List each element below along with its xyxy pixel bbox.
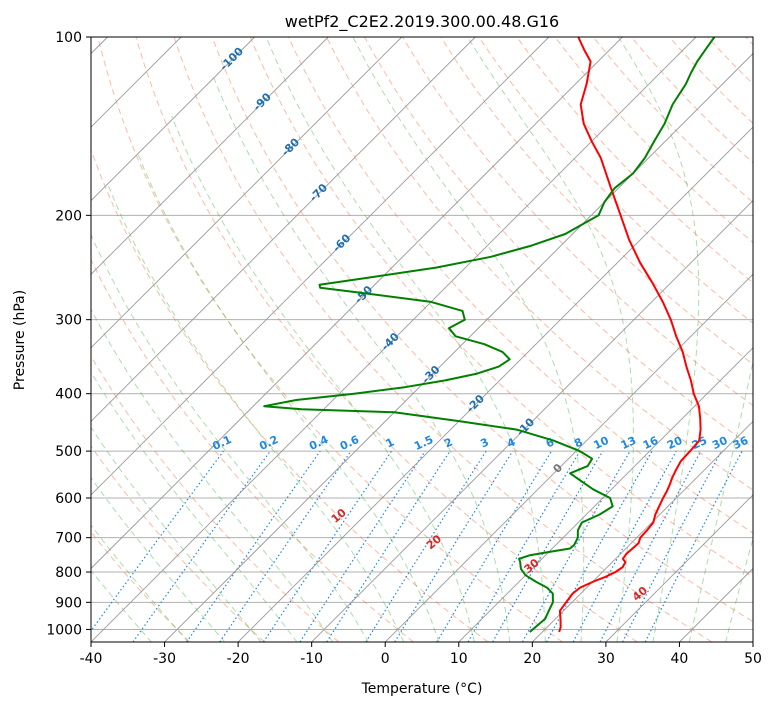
mixing-ratio-line [186,450,321,642]
y-tick-label: 400 [55,387,82,403]
moist-adiabat-line [265,37,546,642]
moist-adiabat-line [91,308,334,642]
mixing-ratio-line [326,450,451,642]
y-tick-label: 700 [55,531,82,547]
isotherm-line [384,273,753,642]
mixing-ratio-label: 30 [710,434,730,452]
profile-series [263,37,716,633]
isotherm-line [458,347,753,642]
dry-adiabat-line [630,37,753,164]
y-tick-label: 1000 [46,622,82,638]
moist-adiabat-line [91,233,369,642]
moist-adiabat-line [352,37,585,642]
mixing-ratio-lines [91,450,743,642]
dry-adiabat-line [592,37,753,204]
dry-adiabat-line [402,37,753,407]
y-tick-label: 900 [55,595,82,611]
mixing-ratio-label: 16 [641,434,661,452]
mixing-ratio-line [394,450,514,642]
pressure-gridlines [91,37,753,630]
mixing-ratio-label: 36 [731,434,751,452]
moist-adiabat-line [212,75,511,642]
y-tick-label: 100 [55,30,82,46]
isotherm-line [532,420,753,642]
isotherm-line [91,37,550,496]
dry-adiabat-line [91,445,265,642]
moist-adiabat-line [91,426,262,642]
moist-adiabat-line [91,371,298,642]
y-tick-label: 300 [55,313,82,329]
mixing-ratio-label: 20 [665,434,685,452]
mixing-ratio-line [365,450,487,642]
isotherm-line [91,37,623,570]
mixing-ratio-line [467,450,581,642]
isotherms [91,37,753,642]
y-tick-label: 200 [55,208,82,224]
mixing-ratio-line [436,450,553,642]
dewpoint-profile-line [263,37,716,633]
mixing-ratio-line [492,450,604,642]
moist-adiabat-line [725,536,753,642]
x-tick-label: 20 [523,651,541,667]
y-axis: 100 200 300 400 500 600 700 800 900 1000 [46,30,91,638]
mixing-ratio-label: 13 [619,434,638,452]
dry-adiabat-line [211,37,753,623]
moist-adiabat-line [171,115,475,642]
moist-adiabat-line [688,359,753,642]
x-tick-label: -10 [300,651,323,667]
mixing-ratio-line [572,450,677,642]
dry-adiabat-line [135,37,638,642]
isotherm-line [91,37,329,275]
moist-adiabat-line [106,182,405,642]
x-tick-label: 40 [671,651,689,667]
dry-adiabat-line [97,37,563,642]
temperature-profile-line [558,37,702,633]
x-axis-label: Temperature (°C) [361,681,483,697]
plot-frame [90,36,754,643]
plot-area: -100-90-80-70-60-50-40-30-20-10010203040… [91,37,753,642]
isotherm-line [91,37,403,349]
mixing-ratio-line [219,450,352,642]
mixing-ratio-line [132,450,271,642]
dry-adiabat-line [326,37,753,491]
moist-adiabat-line [91,569,153,642]
dry-adiabat-line [478,37,753,324]
x-tick-label: -40 [80,651,103,667]
x-tick-label: 50 [744,651,762,667]
isotherm-line [91,37,697,642]
x-axis: -40 -30 -20 -10 0 10 20 30 40 50 [80,642,762,667]
y-tick-label: 600 [55,491,82,507]
x-tick-label: -20 [227,651,250,667]
dry-adiabat-line [287,37,753,534]
x-tick-label: 10 [450,651,468,667]
mixing-ratio-label: 10 [591,434,611,452]
isotherm-line [91,37,476,422]
y-axis-label: Pressure (hPa) [12,290,28,390]
dry-adiabat-line [91,258,414,642]
isotherm-line [91,37,255,202]
moist-adiabat-line [617,37,700,642]
mixing-ratio-line [521,450,631,642]
dry-adiabat-line [173,37,713,642]
isotherm-line [605,494,753,642]
x-tick-label: 30 [597,651,615,667]
y-tick-label: 800 [55,565,82,581]
mixing-ratio-label: 25 [690,434,709,452]
chart-title: wetPf2_C2E2.2019.300.00.48.G16 [285,12,559,32]
moist-adiabat-line [91,524,189,642]
mixing-ratio-line [91,450,224,632]
y-tick-label: 500 [55,444,82,460]
x-tick-label: 0 [381,651,390,667]
moist-adiabat-line [91,476,226,642]
isotherm-line [311,200,753,642]
dry-adiabat-line [249,37,753,578]
isotherm-line [237,126,753,642]
x-tick-label: -30 [153,651,176,667]
